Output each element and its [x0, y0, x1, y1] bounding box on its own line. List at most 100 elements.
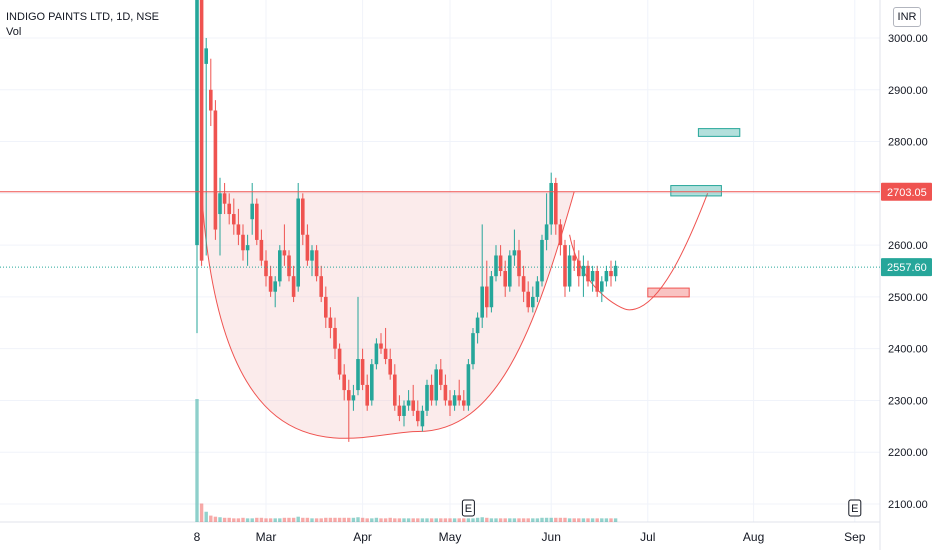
currency-badge[interactable]: INR — [893, 7, 921, 27]
volume-bar — [245, 518, 250, 522]
candle-body — [245, 245, 250, 251]
volume-bar — [370, 518, 374, 522]
volume-bar — [259, 517, 264, 522]
volume-bar — [503, 518, 507, 522]
volume-bar — [581, 518, 586, 522]
candle-body — [540, 239, 544, 282]
volume-bar — [489, 518, 494, 522]
target-box — [670, 185, 722, 197]
candle-body — [494, 255, 498, 277]
candle-body — [222, 193, 227, 204]
candle-body — [342, 374, 346, 391]
candle-body — [195, 0, 199, 246]
volume-bar — [429, 518, 434, 522]
x-tick-label: 8 — [194, 530, 201, 544]
volume-bar — [517, 518, 521, 522]
candle-body — [287, 255, 291, 277]
candle-body — [199, 0, 204, 261]
symbol-title[interactable]: INDIGO PAINTS LTD, 1D, NSE — [6, 11, 160, 23]
candle-body — [328, 317, 333, 328]
earnings-marker[interactable]: E — [461, 499, 475, 517]
volume-bar — [218, 517, 222, 522]
volume-bar — [268, 518, 273, 522]
y-tick-label: 2900.00 — [888, 85, 928, 97]
volume-bar — [232, 518, 236, 522]
earnings-marker[interactable]: E — [848, 499, 862, 517]
target-box — [697, 128, 741, 137]
chart-legend: INDIGO PAINTS LTD, 1D, NSE Vol — [6, 10, 159, 40]
volume-bar — [475, 517, 480, 522]
volume-bar — [609, 518, 613, 522]
volume-bar — [291, 517, 296, 522]
candle-body — [296, 198, 300, 287]
volume-bar — [287, 517, 291, 522]
candle-body — [567, 255, 572, 287]
candle-body — [517, 250, 521, 277]
volume-bar — [195, 399, 199, 522]
volume-bar — [563, 517, 567, 522]
candle-body — [273, 281, 277, 292]
candle-body — [416, 410, 420, 422]
volume-bar — [241, 517, 245, 522]
y-tick-label: 2400.00 — [888, 344, 928, 356]
volume-bar — [250, 518, 254, 522]
candle-body — [282, 250, 287, 256]
volume-bar — [227, 517, 231, 522]
volume-bar — [448, 518, 452, 522]
x-tick-label: Jul — [640, 530, 655, 544]
volume-bar — [406, 518, 411, 522]
volume-bar — [480, 517, 484, 522]
candle-body — [613, 265, 618, 277]
candle-body — [439, 369, 443, 385]
candle-body — [291, 276, 296, 297]
candle-body — [379, 343, 383, 349]
volume-bar — [347, 517, 351, 522]
candle-body — [554, 182, 558, 225]
volume-bar — [337, 517, 342, 522]
candle-body — [535, 281, 540, 297]
candle-body — [301, 198, 305, 235]
volume-bar — [498, 518, 503, 522]
volume-bar — [222, 517, 227, 522]
volume-bar — [209, 515, 213, 522]
candle-body — [310, 250, 314, 261]
volume-bar — [305, 517, 310, 522]
candle-body — [429, 384, 434, 401]
volume-bar — [213, 516, 218, 522]
candle-body — [448, 400, 452, 406]
cup-pattern-fill — [201, 191, 575, 439]
candle-body — [471, 333, 475, 365]
candle-body — [406, 400, 411, 406]
candle-body — [360, 359, 365, 385]
volume-bar — [374, 517, 379, 522]
candle-body — [443, 384, 448, 401]
volume-legend[interactable]: Vol — [6, 26, 22, 38]
volume-bar — [549, 517, 553, 522]
candle-body — [544, 224, 549, 240]
candle-body — [356, 359, 360, 391]
candle-body — [213, 110, 218, 230]
y-tick-label: 2800.00 — [888, 137, 928, 149]
candle-body — [604, 271, 609, 282]
volume-bar — [425, 518, 429, 522]
volume-bar — [521, 518, 526, 522]
volume-bar — [494, 518, 498, 522]
candle-body — [397, 405, 402, 416]
volume-bar — [296, 516, 300, 522]
candle-body — [590, 271, 595, 282]
candle-body — [521, 276, 526, 292]
candle-body — [264, 260, 268, 277]
volume-bar — [604, 518, 609, 522]
volume-bar — [379, 518, 383, 522]
volume-bar — [586, 518, 590, 522]
price-badge — [881, 258, 932, 277]
candle-body — [255, 203, 259, 240]
volume-bar — [577, 518, 581, 522]
candle-body — [577, 260, 581, 277]
candle-body — [508, 255, 512, 287]
candle-body — [411, 400, 415, 411]
x-tick-label: Mar — [256, 530, 277, 544]
candle-body — [209, 89, 213, 111]
candle-body — [425, 384, 429, 411]
